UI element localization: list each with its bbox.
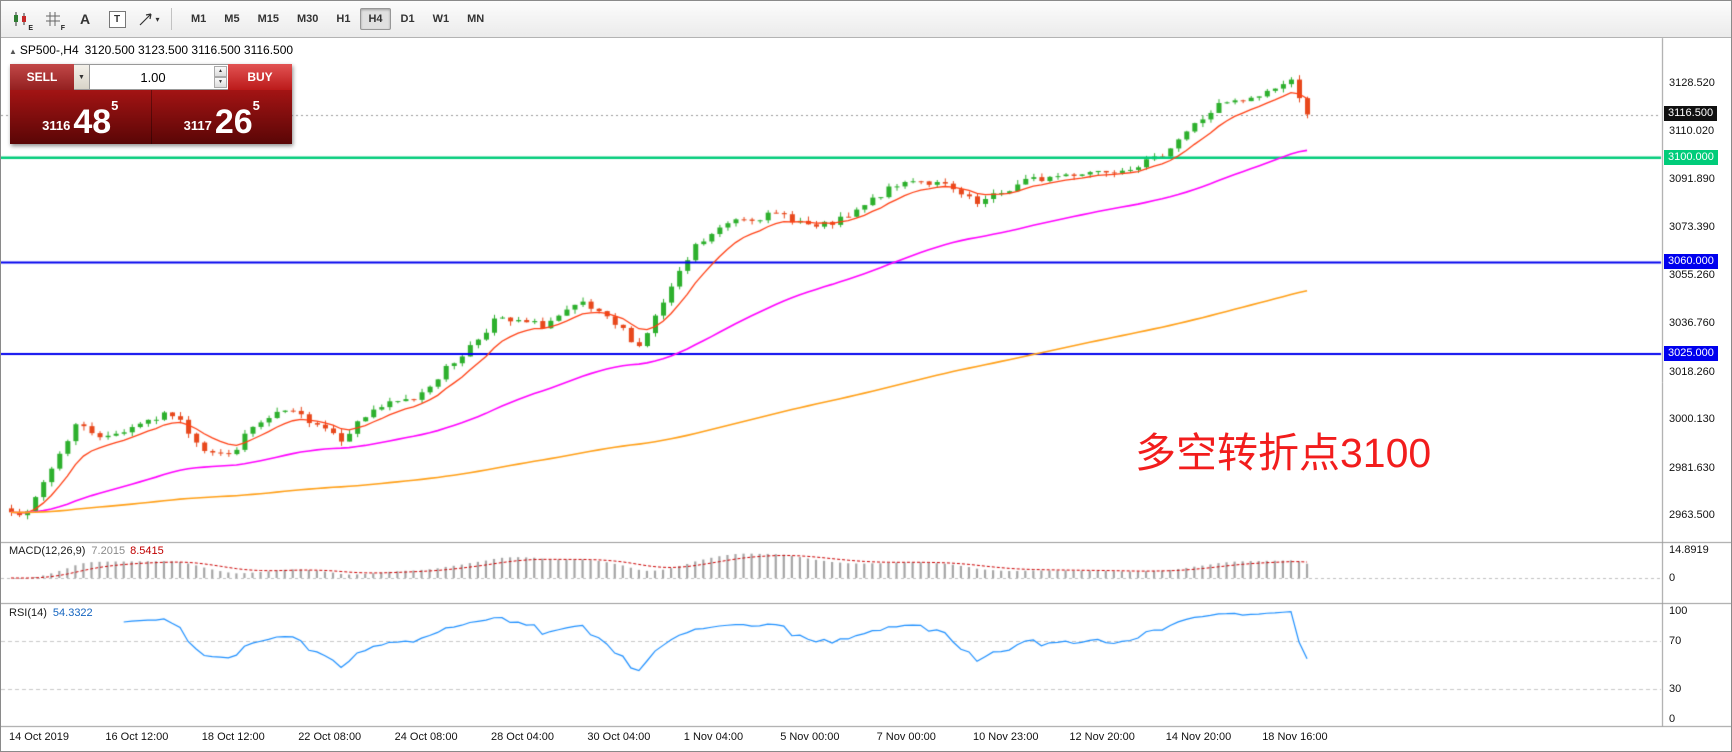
macd-axis-label: 14.8919 <box>1669 544 1709 556</box>
candlestick-tool-icon[interactable]: E <box>9 7 33 32</box>
level-3060-tag[interactable]: 3060.000 <box>1664 254 1718 270</box>
time-label: 12 Nov 20:00 <box>1069 731 1135 743</box>
rsi-axis-label: 0 <box>1669 713 1676 725</box>
crosshair-glyph <box>140 12 153 25</box>
price-tick-label: 3110.020 <box>1669 125 1715 138</box>
volume-up-icon[interactable]: ▲ <box>214 66 227 77</box>
rsi-axis-label: 100 <box>1669 605 1688 617</box>
time-label: 10 Nov 23:00 <box>973 731 1039 743</box>
trade-controls-row: SELL ▼ ▲ ▼ BUY <box>10 64 292 90</box>
timeframe-button-M1[interactable]: M1 <box>183 8 214 30</box>
level-3100-tag[interactable]: 3100.000 <box>1664 149 1718 165</box>
time-label: 14 Oct 2019 <box>9 731 69 743</box>
ask-price-small: 3117 <box>183 118 212 133</box>
bid-price-small: 3116 <box>42 118 71 133</box>
level-3025-tag[interactable]: 3025.000 <box>1664 346 1718 361</box>
main-toolbar: E F A T ▾ M1 M5 M15 M30 H1 H4 D1 W1 MN <box>1 1 1731 38</box>
rsi-indicator-label: RSI(14) 54.3322 <box>9 607 93 619</box>
symbol-period-label: SP500-,H4 <box>19 43 79 57</box>
ohlc-values: 3120.500 3123.500 3116.500 3116.500 <box>84 43 294 57</box>
price-tick-label: 2981.630 <box>1669 461 1715 474</box>
icon-sub-letter: F <box>60 25 65 32</box>
macd-name: MACD(12,26,9) <box>9 545 86 557</box>
price-tick-label: 3018.260 <box>1669 365 1715 378</box>
time-label: 30 Oct 04:00 <box>587 731 651 743</box>
time-label: 18 Nov 16:00 <box>1262 731 1328 743</box>
icon-sub-letter: E <box>28 25 33 32</box>
rsi-axis-label: 70 <box>1669 635 1682 647</box>
boxed-t-glyph: T <box>108 10 126 28</box>
timeframe-button-M15[interactable]: M15 <box>250 8 287 30</box>
ask-price-sup: 5 <box>252 98 260 113</box>
grid-glyph <box>46 12 60 26</box>
price-tick-label: 3091.890 <box>1669 172 1715 185</box>
volume-field-wrapper: ▲ ▼ <box>90 64 228 90</box>
price-tick-label: 3055.260 <box>1669 268 1715 281</box>
time-label: 24 Oct 08:00 <box>394 731 458 743</box>
letter-a-glyph: A <box>79 11 91 27</box>
price-tick-label: 3000.130 <box>1669 413 1715 426</box>
macd-signal-value: 8.5415 <box>130 545 164 557</box>
time-label: 1 Nov 04:00 <box>683 731 744 743</box>
rsi-axis-label: 30 <box>1669 683 1682 695</box>
drawing-tools-group: E F A T ▾ <box>9 7 161 32</box>
crosshair-tool-icon[interactable]: ▾ <box>137 7 161 31</box>
bid-ask-display: 3116 48 5 3117 26 5 <box>10 90 292 144</box>
ask-price-display[interactable]: 3117 26 5 <box>152 90 293 144</box>
time-label: 5 Nov 00:00 <box>780 731 840 743</box>
timeframe-button-H4[interactable]: H4 <box>360 8 391 30</box>
bid-price-tag[interactable]: 3116.500 <box>1664 106 1718 122</box>
macd-main-value: 7.2015 <box>91 545 126 557</box>
time-label: 14 Nov 20:00 <box>1165 731 1232 743</box>
toolbar-separator <box>171 8 172 30</box>
macd-axis-label: 0 <box>1669 572 1676 584</box>
price-tick-label: 3036.760 <box>1669 317 1715 330</box>
sell-button[interactable]: SELL <box>10 64 74 90</box>
price-tick-label: 3128.520 <box>1669 77 1715 89</box>
bid-price-display[interactable]: 3116 48 5 <box>10 90 152 144</box>
volume-spinner: ▲ ▼ <box>214 66 227 88</box>
price-tick-label: 2963.500 <box>1669 509 1715 522</box>
time-label: 28 Oct 04:00 <box>491 731 554 743</box>
time-label: 16 Oct 12:00 <box>105 731 169 743</box>
timeframe-button-M30[interactable]: M30 <box>289 8 326 30</box>
chart-marker-icon: ▲ <box>9 47 17 56</box>
text-tool-icon[interactable]: A <box>73 7 97 31</box>
time-label: 7 Nov 00:00 <box>876 731 936 743</box>
macd-indicator-label: MACD(12,26,9) 7.2015 8.5415 <box>9 545 164 557</box>
price-tick-label: 3073.390 <box>1669 221 1715 234</box>
grid-tool-icon[interactable]: F <box>41 7 65 32</box>
chart-title: ▲ SP500-,H4 3120.500 3123.500 3116.500 311… <box>9 43 293 57</box>
volume-input[interactable] <box>90 65 228 89</box>
timeframe-button-H1[interactable]: H1 <box>328 8 358 30</box>
bid-price-big: 48 <box>73 103 112 141</box>
ask-price-big: 26 <box>214 103 253 141</box>
rsi-name: RSI(14) <box>9 607 47 619</box>
timeframe-button-W1[interactable]: W1 <box>425 8 458 30</box>
label-tool-icon[interactable]: T <box>105 7 129 31</box>
timeframe-toolbar: M1 M5 M15 M30 H1 H4 D1 W1 MN <box>182 8 493 30</box>
bid-price-sup: 5 <box>111 98 119 113</box>
buy-button[interactable]: BUY <box>228 64 292 90</box>
timeframe-button-D1[interactable]: D1 <box>393 8 423 30</box>
time-label: 22 Oct 08:00 <box>298 731 362 743</box>
volume-down-icon[interactable]: ▼ <box>214 77 227 88</box>
chart-annotation-text[interactable]: 多空转折点3100 <box>1135 430 1432 476</box>
candlestick-glyph <box>14 11 26 26</box>
chevron-down-icon: ▾ <box>155 14 160 24</box>
timeframe-button-MN[interactable]: MN <box>459 8 492 30</box>
rsi-value: 54.3322 <box>52 607 93 619</box>
sell-dropdown-icon[interactable]: ▼ <box>74 64 90 90</box>
time-label: 18 Oct 12:00 <box>201 731 265 743</box>
one-click-trading-panel: SELL ▼ ▲ ▼ BUY 3116 48 5 3117 26 5 <box>10 64 292 144</box>
timeframe-button-M5[interactable]: M5 <box>216 8 247 30</box>
